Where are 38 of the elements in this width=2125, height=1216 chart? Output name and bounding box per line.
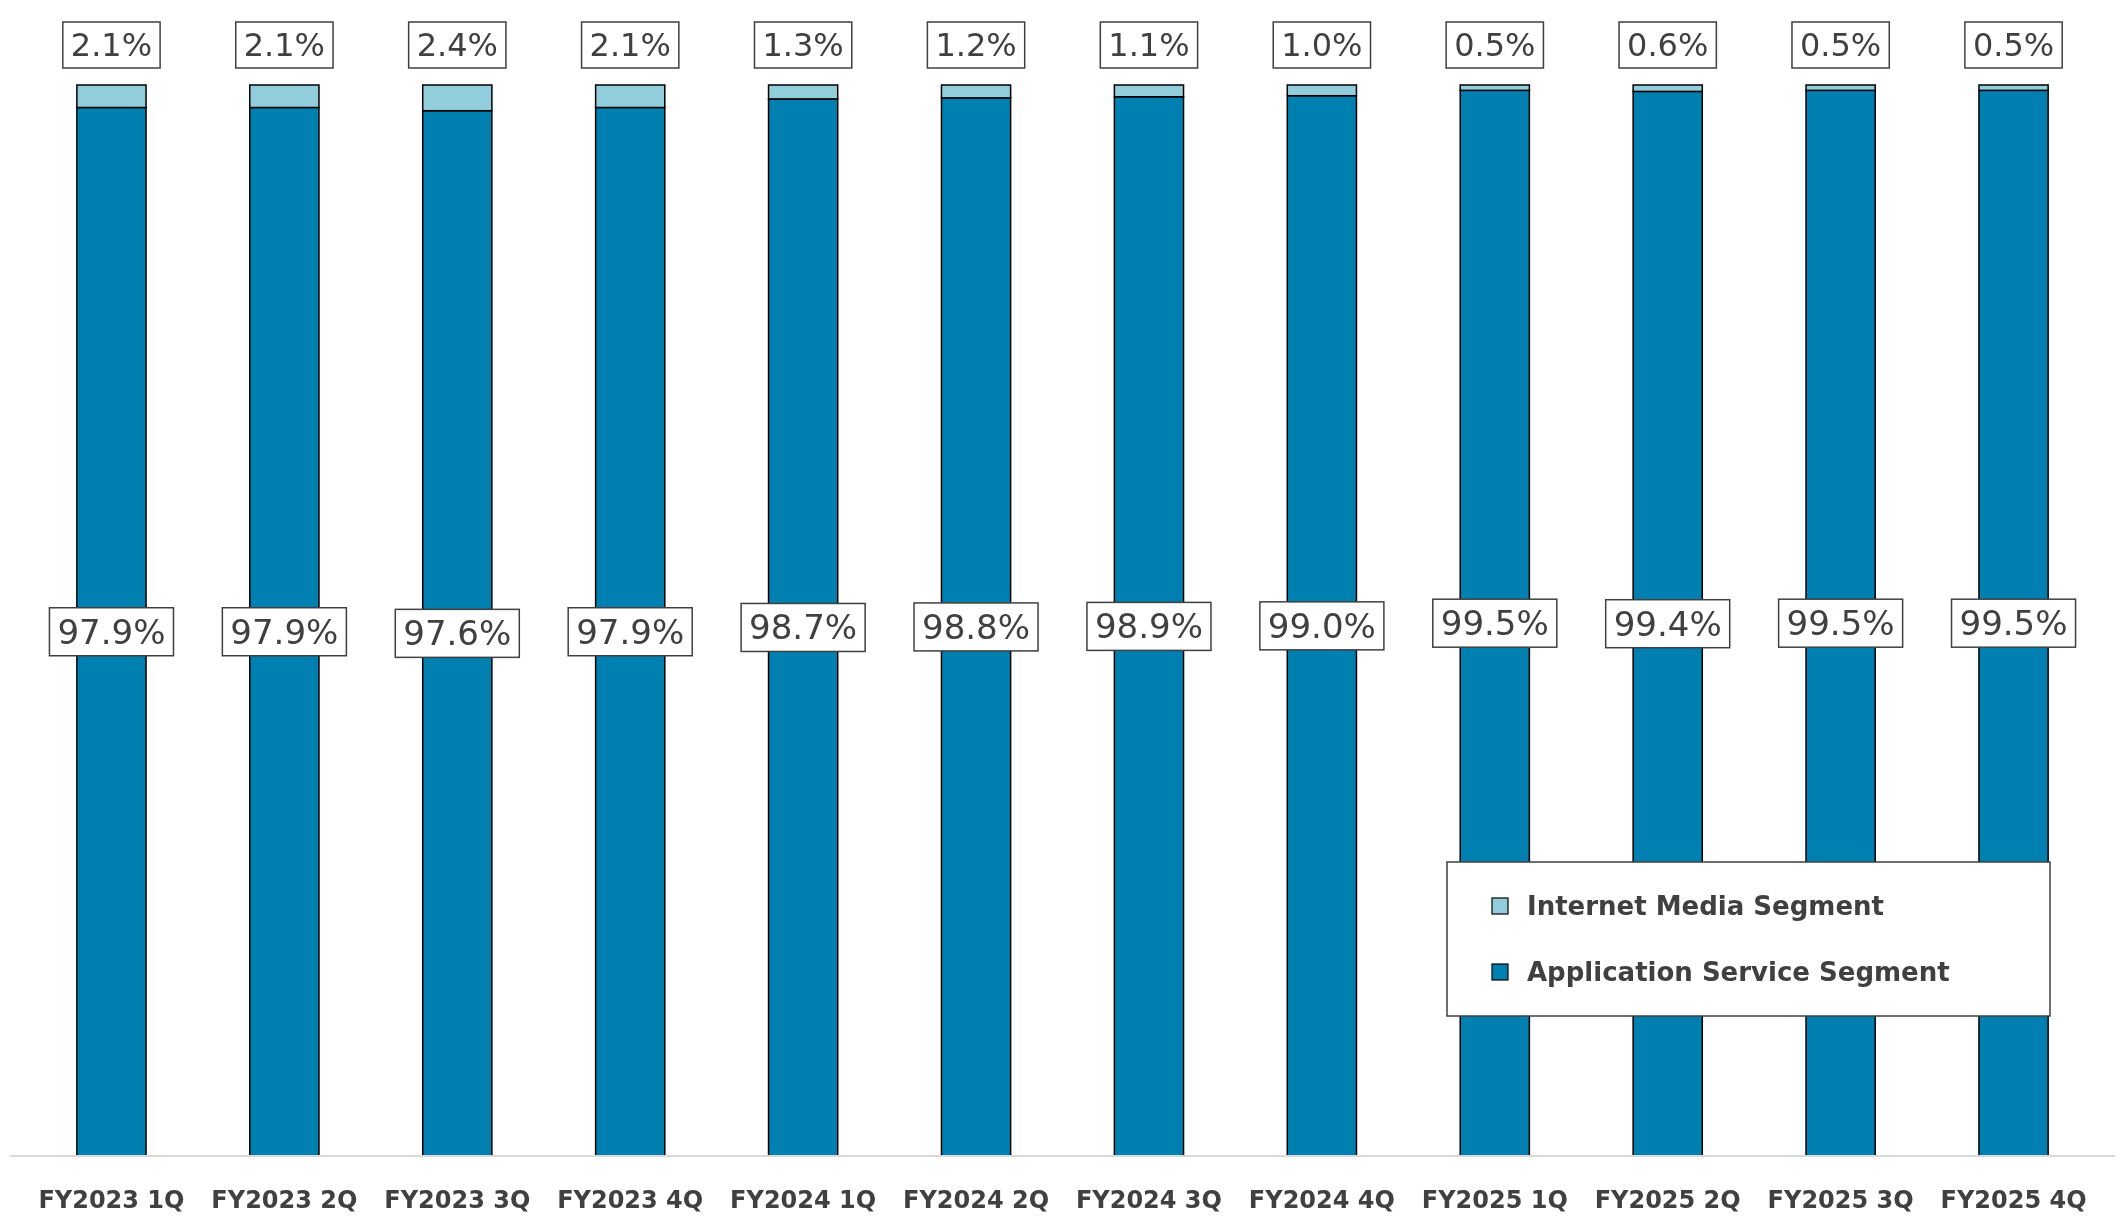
legend-label: Internet Media Segment xyxy=(1527,891,1884,921)
data-label: 99.5% xyxy=(1786,603,1895,644)
x-tick-label: FY2024 1Q xyxy=(730,1186,877,1214)
x-tick-label: FY2023 4Q xyxy=(557,1186,704,1214)
data-label: 0.5% xyxy=(1972,26,2055,64)
data-label: 99.5% xyxy=(1959,603,2068,644)
data-label: 1.0% xyxy=(1281,26,1363,64)
legend-label: Application Service Segment xyxy=(1527,957,1950,987)
data-label: 0.6% xyxy=(1627,26,1709,64)
x-tick-label: FY2024 3Q xyxy=(1075,1186,1222,1214)
data-label: 99.4% xyxy=(1613,603,1722,644)
data-label: 98.8% xyxy=(922,606,1031,647)
data-label: 97.6% xyxy=(403,613,512,654)
data-label: 99.5% xyxy=(1440,603,1549,644)
data-label: 2.1% xyxy=(243,26,326,64)
x-tick-label: FY2025 2Q xyxy=(1594,1186,1741,1214)
x-tick-label: FY2023 3Q xyxy=(384,1186,531,1214)
data-label: 2.1% xyxy=(70,26,153,64)
data-label: 99.0% xyxy=(1267,605,1376,646)
data-label: 97.9% xyxy=(57,611,166,652)
data-label: 0.5% xyxy=(1454,26,1536,64)
x-tick-label: FY2024 2Q xyxy=(903,1186,1050,1214)
data-label: 98.7% xyxy=(749,607,858,648)
data-label: 2.1% xyxy=(589,26,671,64)
data-label: 2.4% xyxy=(416,26,498,64)
data-label: 0.5% xyxy=(1799,26,1882,64)
x-tick-label: FY2023 2Q xyxy=(211,1186,358,1214)
data-label: 1.1% xyxy=(1108,26,1190,64)
data-label: 98.9% xyxy=(1094,606,1203,647)
data-label: 97.9% xyxy=(230,611,339,652)
x-tick-label: FY2024 4Q xyxy=(1248,1186,1395,1214)
data-label: 97.9% xyxy=(576,611,685,652)
data-label: 1.2% xyxy=(935,26,1017,64)
x-tick-label: FY2025 3Q xyxy=(1767,1186,1914,1214)
x-tick-label: FY2025 1Q xyxy=(1421,1186,1568,1214)
x-tick-label: FY2025 4Q xyxy=(1940,1186,2087,1214)
x-tick-label: FY2023 1Q xyxy=(38,1186,185,1214)
data-label: 1.3% xyxy=(762,26,844,64)
